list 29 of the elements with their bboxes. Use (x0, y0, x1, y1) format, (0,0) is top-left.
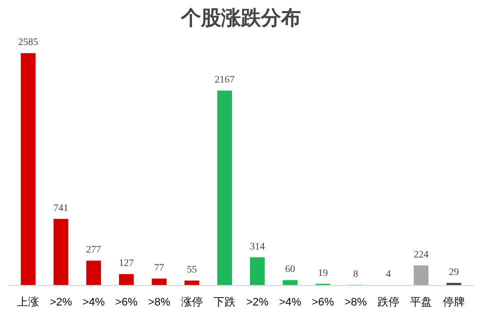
x-tick-label: 涨停 (180, 296, 203, 308)
data-label: 29 (448, 266, 459, 278)
data-label: 77 (154, 262, 164, 274)
data-label: 8 (353, 268, 358, 280)
x-tick-label: >8% (148, 296, 171, 308)
data-label: 741 (53, 202, 68, 214)
x-tick-label: 上涨 (17, 296, 40, 308)
x-tick-label: >8% (344, 296, 367, 308)
x-tick-label: >2% (246, 296, 269, 308)
x-tick-label: >2% (50, 296, 72, 308)
x-tick-label: 跌停 (377, 296, 400, 308)
data-label: 2167 (214, 74, 235, 86)
x-tick-label: 停牌 (442, 296, 465, 308)
x-tick-label: >4% (278, 296, 302, 308)
x-tick-label: 平盘 (410, 296, 432, 308)
chart-title: 个股涨跌分布 (180, 8, 301, 30)
x-tick-label: 下跌 (214, 296, 236, 308)
x-tick-label: >6% (312, 296, 334, 308)
data-label: 60 (285, 264, 296, 276)
data-label: 19 (318, 268, 328, 279)
data-label: 4 (386, 269, 391, 280)
data-label: 224 (414, 249, 429, 260)
x-tick-label: >6% (115, 296, 138, 308)
data-label: 277 (86, 244, 102, 256)
data-label: 314 (250, 241, 265, 252)
data-label: 55 (186, 264, 197, 276)
data-label: 127 (118, 258, 134, 270)
x-tick-label: >4% (82, 296, 106, 308)
data-label: 2585 (18, 37, 38, 48)
